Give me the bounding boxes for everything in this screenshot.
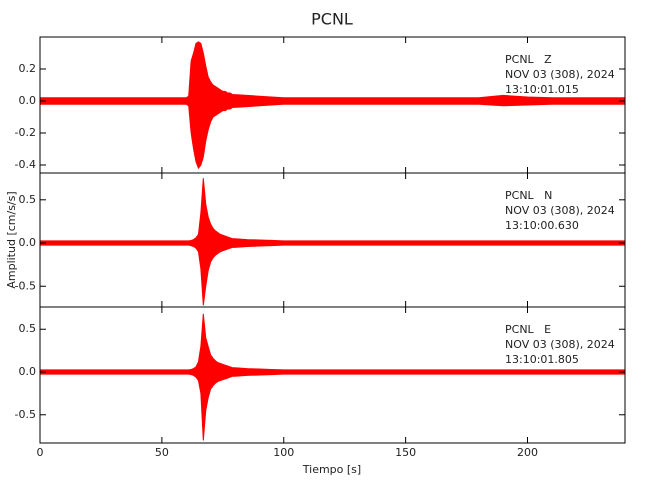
- y-tick-label: -0.2: [15, 126, 36, 139]
- chart-title: PCNL: [311, 10, 353, 29]
- x-tick-label: 100: [273, 446, 294, 459]
- x-tick-label: 200: [517, 446, 538, 459]
- y-tick-label: -0.5: [15, 279, 36, 292]
- y-tick-label: 0.0: [19, 236, 37, 249]
- annotation: 13:10:00.630: [505, 219, 579, 232]
- waveform-envelope: [39, 313, 626, 373]
- waveform-envelope: [39, 242, 626, 306]
- y-tick-label: -0.5: [15, 408, 36, 421]
- y-tick-label: 0.5: [19, 322, 37, 335]
- waveform-envelope: [39, 100, 626, 170]
- x-tick-label: 150: [395, 446, 416, 459]
- panel-frame: [39, 306, 626, 444]
- y-tick-label: 0.0: [19, 94, 37, 107]
- x-tick-label: 50: [155, 446, 169, 459]
- annotation: PCNL N: [505, 189, 552, 202]
- y-tick-label: 0.0: [19, 365, 37, 378]
- annotation: NOV 03 (308), 2024: [505, 68, 615, 81]
- waveform-envelope: [39, 371, 626, 441]
- waveform-envelope: [39, 41, 626, 102]
- y-axis-label: Amplitud [cm/s/s]: [5, 191, 18, 288]
- y-tick-label: -0.4: [15, 158, 36, 171]
- waveform-envelope: [39, 178, 626, 244]
- x-tick-label: 0: [37, 446, 44, 459]
- y-tick-label: 0.2: [19, 62, 37, 75]
- annotation: PCNL E: [505, 323, 551, 336]
- annotation: NOV 03 (308), 2024: [505, 338, 615, 351]
- annotation: PCNL Z: [505, 53, 552, 66]
- annotation: 13:10:01.015: [505, 83, 579, 96]
- annotation: 13:10:01.805: [505, 353, 579, 366]
- y-tick-label: 0.5: [19, 193, 37, 206]
- annotation: NOV 03 (308), 2024: [505, 204, 615, 217]
- x-axis-label: Tiempo [s]: [302, 463, 361, 476]
